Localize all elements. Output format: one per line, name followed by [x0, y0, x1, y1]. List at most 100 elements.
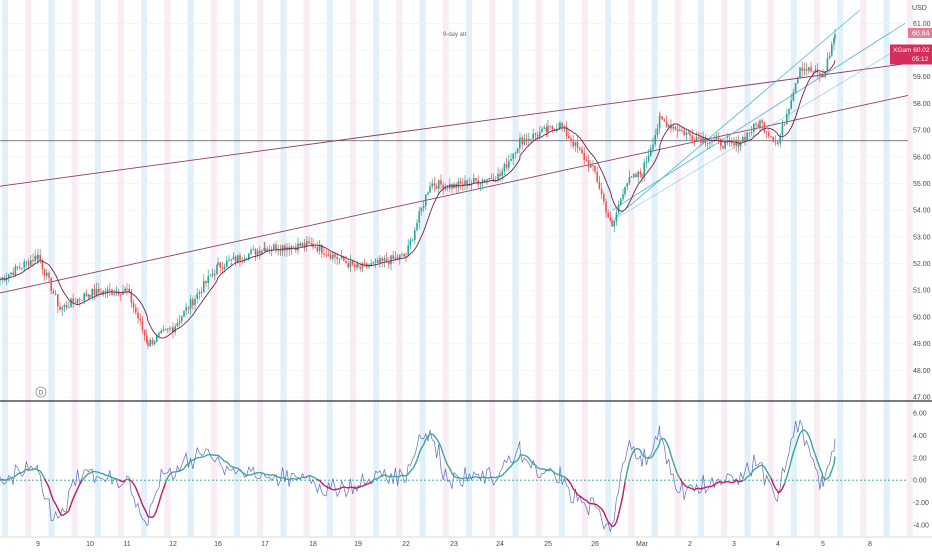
candle-body — [425, 194, 427, 205]
candle-body — [147, 343, 149, 346]
candle-body — [384, 258, 386, 260]
oscillator-signal-segment — [67, 511, 69, 513]
candle-body — [622, 194, 624, 199]
oscillator-signal-segment — [116, 479, 118, 480]
candle-body — [528, 139, 530, 140]
oscillator-signal-segment — [764, 467, 766, 471]
candle-body — [64, 305, 66, 307]
candle-body — [599, 182, 601, 189]
time-axis-tick-label: 3 — [732, 541, 736, 548]
oscillator-signal-segment — [507, 468, 509, 471]
oscillator-signal-segment — [152, 515, 154, 518]
oscillator-signal-segment — [125, 479, 127, 480]
oscillator-signal-segment — [602, 509, 604, 512]
candle-body — [139, 319, 141, 321]
oscillator-signal-segment — [504, 471, 506, 473]
candle-body — [733, 143, 735, 145]
oscillator-signal-segment — [225, 461, 227, 462]
candle-body — [42, 261, 44, 269]
oscillator-signal-segment — [575, 491, 577, 494]
candle-body — [688, 133, 690, 134]
oscillator-signal-segment — [348, 487, 350, 488]
oscillator-signal-segment — [337, 489, 339, 490]
candle-body — [700, 138, 702, 143]
candle-body — [532, 134, 534, 140]
candle-body — [219, 263, 221, 268]
candle-body — [352, 261, 354, 264]
oscillator-signal-segment — [476, 477, 478, 478]
candle-body — [543, 127, 545, 128]
oscillator-signal-segment — [552, 471, 554, 473]
oscillator-signal-segment — [616, 514, 618, 522]
candle-body — [508, 161, 510, 168]
candle-body — [339, 259, 341, 260]
candle-body — [592, 165, 594, 166]
price-axis-tick-label: 50.00 — [913, 314, 931, 321]
candle-body — [89, 295, 91, 297]
session-band — [118, 0, 124, 536]
candle-body — [788, 109, 790, 114]
candle-body — [61, 307, 63, 309]
oscillator-signal-segment — [825, 479, 827, 480]
oscillator-signal-segment — [365, 484, 367, 485]
oscillator-signal-segment — [830, 470, 832, 476]
oscillator-signal-segment — [684, 485, 686, 487]
oscillator-signal-segment — [804, 430, 806, 432]
candle-body — [664, 120, 666, 122]
candle-body — [255, 249, 257, 255]
candle-body — [66, 305, 68, 307]
candle-body — [541, 129, 543, 132]
candle-body — [21, 268, 23, 269]
oscillator-signal-segment — [625, 471, 627, 482]
candle-body — [364, 263, 366, 264]
candle-body — [654, 135, 656, 144]
oscillator-signal-segment — [134, 484, 136, 488]
oscillator-signal-segment — [353, 487, 355, 488]
candle-body — [362, 263, 364, 268]
oscillator-signal-segment — [782, 484, 784, 489]
candle-body — [834, 34, 836, 38]
candle-body — [605, 201, 607, 212]
oscillator-signal-segment — [103, 473, 105, 475]
candle-body — [332, 255, 334, 259]
candle-body — [214, 274, 216, 275]
candle-body — [722, 146, 724, 148]
oscillator-signal-segment — [832, 464, 834, 470]
candle-body — [59, 306, 61, 309]
candle-body — [652, 144, 654, 149]
candle-body — [128, 289, 130, 292]
session-band — [72, 0, 78, 536]
candle-body — [83, 293, 85, 300]
session-band — [744, 0, 750, 536]
time-axis-tick-label: 8 — [868, 541, 872, 548]
candle-body — [716, 138, 718, 140]
oscillator-axis-tick-label: 4.00 — [913, 433, 927, 440]
candle-body — [431, 183, 433, 186]
candle-body — [259, 251, 261, 254]
oscillator-signal-segment — [406, 474, 408, 476]
candle-body — [37, 255, 39, 259]
time-axis-tick-label: Mar — [636, 541, 649, 548]
oscillator-signal-segment — [58, 508, 60, 513]
candle-body — [416, 223, 418, 231]
oscillator-signal-segment — [703, 488, 705, 489]
session-band — [420, 0, 426, 536]
oscillator-signal-segment — [373, 479, 375, 480]
oscillator-signal-segment — [240, 470, 242, 472]
candle-body — [79, 299, 81, 300]
time-axis-tick-label: 2 — [688, 541, 692, 548]
oscillator-signal-segment — [69, 504, 71, 510]
candle-body — [806, 69, 808, 71]
oscillator-signal-segment — [220, 457, 222, 459]
candle-body — [55, 293, 57, 294]
oscillator-signal-segment — [721, 482, 723, 483]
candle-body — [772, 137, 774, 142]
oscillator-signal-segment — [474, 477, 476, 478]
oscillator-signal-segment — [309, 476, 311, 477]
oscillator-signal-segment — [283, 478, 285, 479]
oscillator-signal-segment — [638, 449, 640, 451]
candle-body — [205, 281, 207, 283]
oscillator-signal-segment — [469, 478, 471, 479]
